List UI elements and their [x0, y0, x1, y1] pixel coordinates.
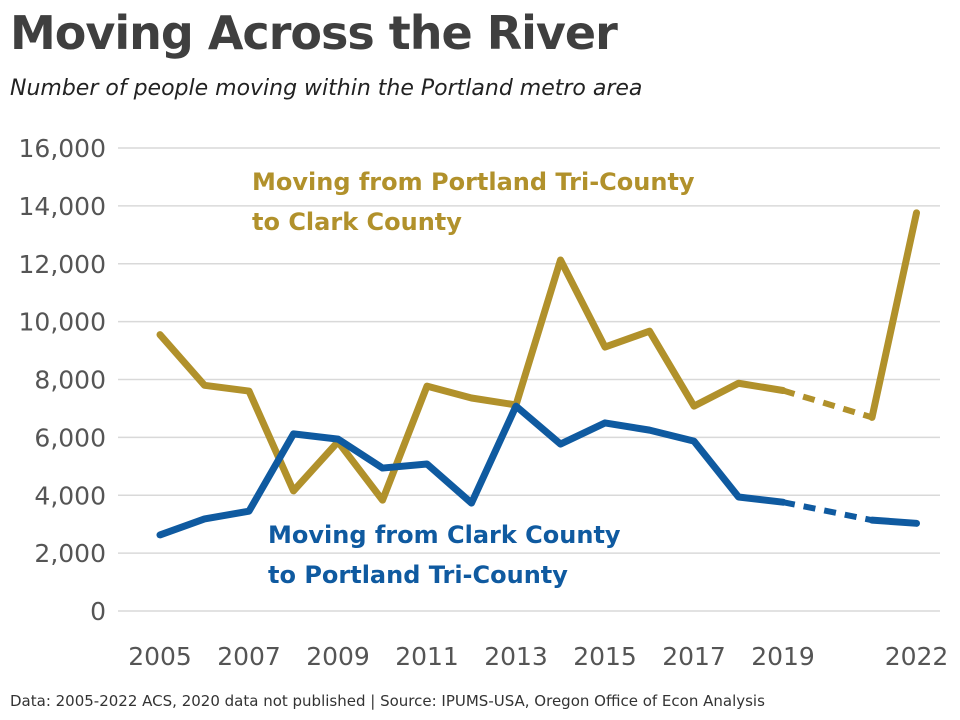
x-tick-label: 2019	[751, 642, 815, 671]
series-line-solid	[868, 516, 920, 527]
series-label: to Clark County	[252, 208, 462, 236]
y-tick-label: 16,000	[19, 134, 106, 163]
y-tick-label: 2,000	[34, 539, 106, 568]
y-tick-label: 12,000	[19, 250, 106, 279]
x-tick-label: 2015	[573, 642, 637, 671]
series-line-dashed	[782, 387, 873, 421]
x-tick-label: 2022	[885, 642, 949, 671]
chart-subtitle: Number of people moving within the Portl…	[10, 76, 643, 101]
y-tick-label: 14,000	[19, 192, 106, 221]
x-tick-label: 2011	[395, 642, 459, 671]
chart-footer: Data: 2005-2022 ACS, 2020 data not publi…	[10, 692, 765, 710]
chart-title: Moving Across the River	[10, 6, 618, 60]
series-line-solid	[156, 402, 787, 539]
y-tick-label: 0	[90, 597, 106, 626]
series-label: Moving from Clark County	[268, 521, 621, 549]
x-tick-label: 2007	[217, 642, 281, 671]
y-tick-label: 8,000	[34, 366, 106, 395]
series-label: Moving from Portland Tri-County	[252, 168, 695, 196]
x-tick-label: 2005	[128, 642, 192, 671]
y-tick-label: 6,000	[34, 423, 106, 452]
y-tick-label: 4,000	[34, 481, 106, 510]
x-tick-label: 2013	[484, 642, 548, 671]
y-tick-label: 10,000	[19, 308, 106, 337]
series-line-dashed	[782, 499, 873, 524]
series-line-solid	[868, 209, 920, 421]
series-label: to Portland Tri-County	[268, 561, 568, 589]
x-tick-label: 2009	[306, 642, 370, 671]
x-tick-label: 2017	[662, 642, 726, 671]
